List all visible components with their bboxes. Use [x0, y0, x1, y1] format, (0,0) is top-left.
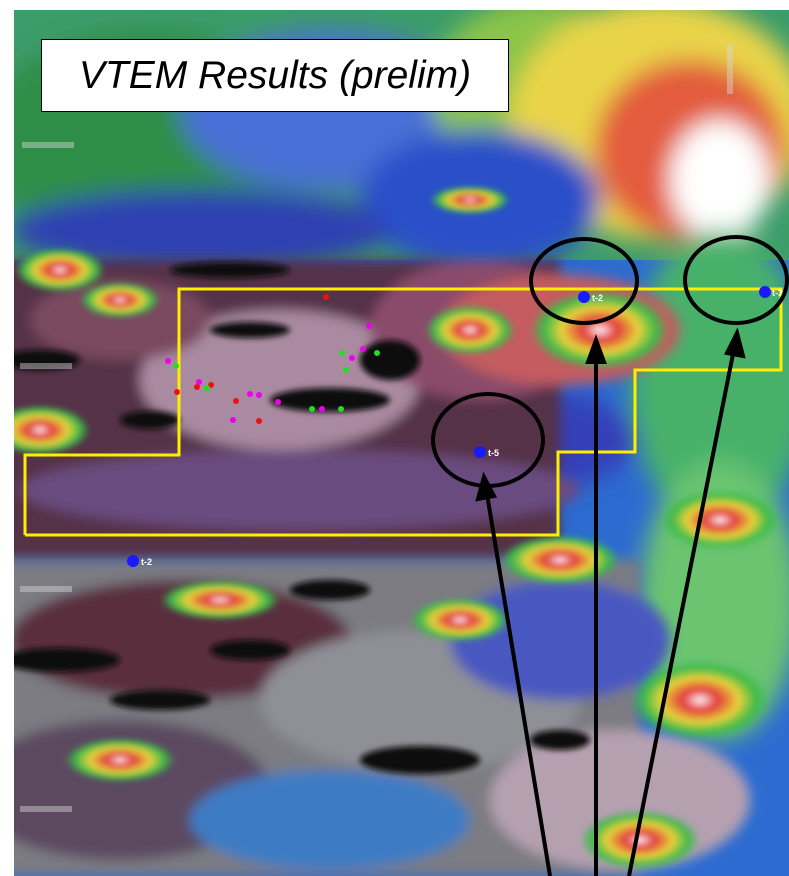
arrow	[484, 487, 552, 876]
target-marker-4[interactable]: t-2	[127, 555, 152, 567]
callout-circle	[683, 235, 789, 325]
callout-circle	[529, 237, 639, 325]
map-title: VTEM Results (prelim)	[41, 39, 509, 112]
target-label: t-3	[772, 288, 783, 298]
grid-labels	[20, 44, 733, 812]
arrows	[475, 327, 746, 876]
target-marker-2[interactable]: t-3	[759, 286, 783, 298]
target-label: t-2	[592, 293, 603, 303]
anomaly-points	[165, 294, 380, 424]
target-marker-1[interactable]: t-2	[578, 291, 603, 303]
arrow	[627, 343, 737, 876]
target-marker-3[interactable]: t-5	[474, 446, 499, 458]
target-label: t-2	[141, 557, 152, 567]
survey-block-outline	[23, 287, 783, 537]
target-label: t-5	[488, 448, 499, 458]
